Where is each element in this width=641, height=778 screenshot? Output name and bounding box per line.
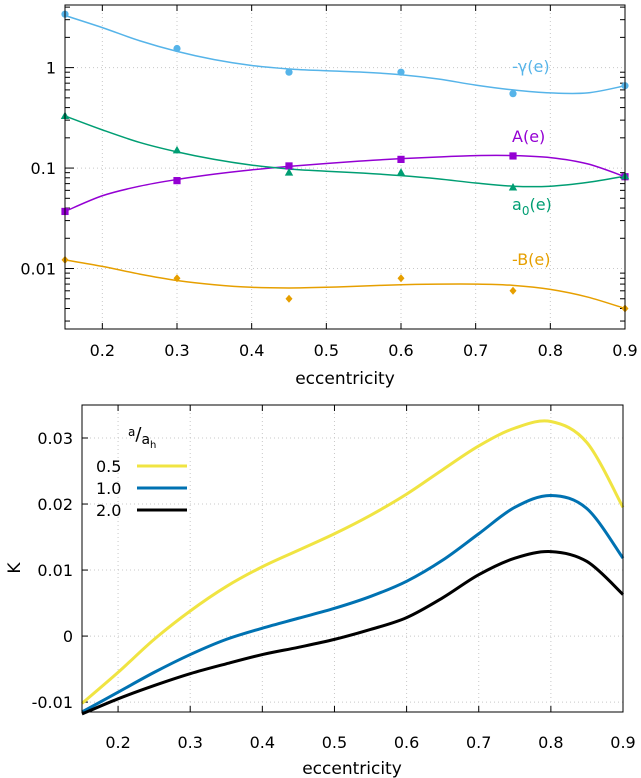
data-point-series-2 <box>284 168 294 176</box>
data-point-series-1 <box>397 155 405 163</box>
bottom-y-tick-label: -0.01 <box>32 693 73 712</box>
bottom-series-lines <box>81 419 625 716</box>
legend-label-0.5: 0.5 <box>96 457 121 476</box>
bottom-x-tick-label: 0.3 <box>177 733 202 752</box>
top-y-tick-label: 0.1 <box>31 159 56 178</box>
series-line-1.0 <box>81 493 625 714</box>
data-point-series-3 <box>285 294 293 303</box>
data-point-series-0 <box>397 68 405 76</box>
bottom-x-tick-label: 0.4 <box>250 733 275 752</box>
top-fit-curves <box>64 14 626 310</box>
bottom-y-tick-labels: -0.01 0 0.01 0.02 0.03 <box>32 429 73 712</box>
top-plot-frame <box>64 4 626 330</box>
bottom-x-axis-label: eccentricity <box>302 759 402 778</box>
legend-title-denominator: a <box>141 432 150 448</box>
series-label-A-text: A(e) <box>512 127 545 146</box>
top-x-tick-label: 0.7 <box>463 341 488 360</box>
legend-title: a/ah <box>128 424 156 451</box>
top-x-tick-label: 0.2 <box>90 341 115 360</box>
data-point-series-1 <box>509 152 517 160</box>
top-y-tick-labels: 0.01 0.1 1 <box>20 59 56 279</box>
bottom-y-tick-label: 0.02 <box>37 495 73 514</box>
legend-title-subscript: h <box>150 440 156 451</box>
data-point-series-2 <box>508 183 518 191</box>
data-point-series-0 <box>173 44 181 53</box>
top-data-points <box>60 10 630 313</box>
bottom-y-axis-label: K <box>5 562 25 574</box>
top-x-tick-label: 0.3 <box>164 341 189 360</box>
bottom-x-tick-label: 0.5 <box>322 733 347 752</box>
fit-curve-3 <box>64 259 626 310</box>
bottom-y-tick-label: 0 <box>63 627 73 646</box>
top-x-tick-label: 0.8 <box>538 341 563 360</box>
fit-curve-0 <box>64 14 626 95</box>
data-point-series-1 <box>173 177 181 185</box>
bottom-x-tick-label: 0.9 <box>610 733 635 752</box>
top-y-tick-label: 0.01 <box>20 260 56 279</box>
data-point-series-3 <box>509 286 517 295</box>
series-line-0.5 <box>81 419 625 705</box>
legend-label-1.0: 1.0 <box>96 479 121 498</box>
bottom-x-tick-label: 0.2 <box>105 733 130 752</box>
fit-curve-1 <box>64 154 626 213</box>
top-gridlines <box>65 5 626 329</box>
top-x-tick-label: 0.9 <box>612 341 637 360</box>
data-point-series-0 <box>285 68 293 76</box>
data-point-series-3 <box>173 274 181 283</box>
series-label-gamma-text: -γ(e) <box>512 57 550 76</box>
legend-label-2.0: 2.0 <box>96 501 121 520</box>
bottom-x-tick-label: 0.6 <box>394 733 419 752</box>
series-label-gamma: -γ(e) <box>512 57 550 76</box>
legend: a/ah 0.5 1.0 2.0 <box>96 424 187 520</box>
data-point-series-2 <box>396 168 406 176</box>
top-x-tick-labels: 0.2 0.3 0.4 0.5 0.6 0.7 0.8 0.9 <box>90 341 638 360</box>
bottom-y-tick-label: 0.03 <box>37 429 73 448</box>
series-line-2.0 <box>81 550 625 716</box>
bottom-x-tick-label: 0.7 <box>466 733 491 752</box>
top-x-axis-label: eccentricity <box>295 369 395 389</box>
bottom-y-tick-label: 0.01 <box>37 561 73 580</box>
bottom-plot-frame <box>81 404 624 713</box>
top-x-tick-label: 0.5 <box>314 341 339 360</box>
data-point-series-1 <box>285 162 293 170</box>
bottom-chart: 0.2 0.3 0.4 0.5 0.6 0.7 0.8 0.9 -0.01 0 0.01 0.02 0… <box>5 404 636 778</box>
top-x-tick-label: 0.6 <box>388 341 413 360</box>
legend-title-numerator: a <box>128 425 135 439</box>
series-label-B: -B(e) <box>512 250 551 269</box>
series-label-B-text: -B(e) <box>512 250 551 269</box>
data-point-series-0 <box>509 90 517 98</box>
fit-curve-2 <box>64 115 626 188</box>
top-y-tick-label: 1 <box>46 59 56 78</box>
data-point-series-2 <box>172 145 182 154</box>
bottom-x-tick-label: 0.8 <box>538 733 563 752</box>
data-point-series-3 <box>397 274 405 283</box>
top-chart: 0.2 0.3 0.4 0.5 0.6 0.7 0.8 0.9 0.01 0.1 1 eccent… <box>20 4 638 389</box>
series-label-A: A(e) <box>512 127 545 146</box>
bottom-x-tick-labels: 0.2 0.3 0.4 0.5 0.6 0.7 0.8 0.9 <box>105 733 635 752</box>
top-x-tick-label: 0.4 <box>239 341 264 360</box>
